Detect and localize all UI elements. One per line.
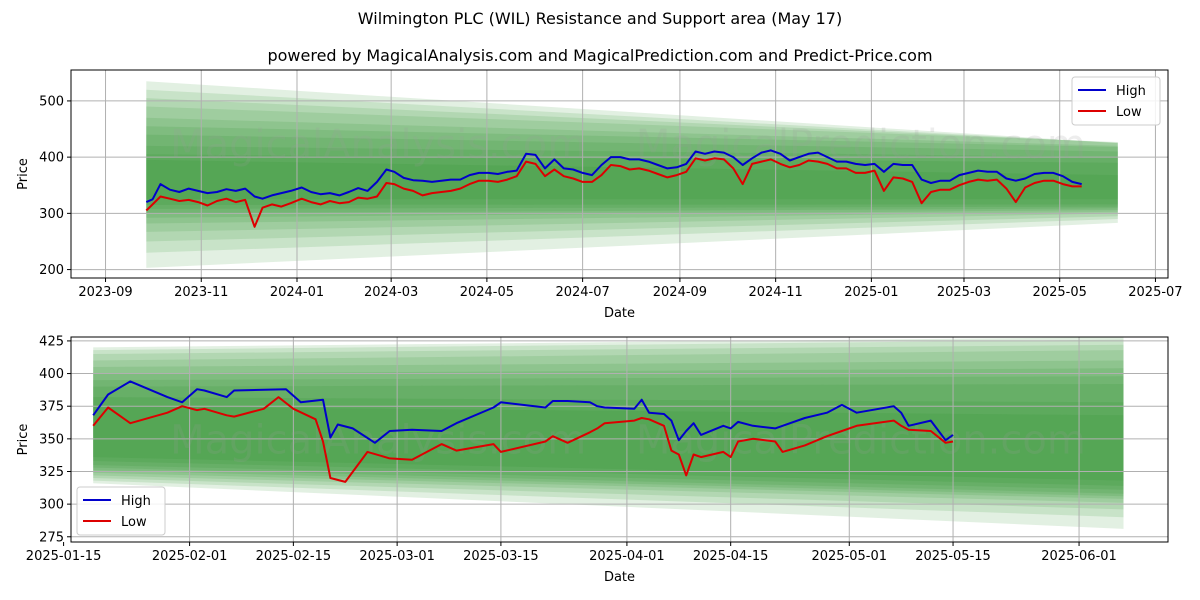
- x-tick-label: 2024-05: [460, 285, 514, 300]
- y-tick-label: 375: [39, 400, 64, 415]
- x-tick-label: 2024-11: [748, 285, 802, 300]
- series-line-high: [145, 149, 1082, 204]
- x-tick-label: 2025-05-15: [915, 549, 991, 564]
- legend-label-low: Low: [1116, 105, 1142, 120]
- x-tick-label: 2025-03-01: [359, 549, 435, 564]
- x-axis-label: Date: [604, 570, 635, 585]
- y-axis-label: Price: [16, 158, 31, 190]
- chart-panel-2: MagicalAnalysis.com MagicalPrediction.com…: [16, 334, 1169, 585]
- series-line-low: [92, 396, 954, 483]
- axes-frame: [70, 69, 1169, 279]
- x-tick-label: 2023-09: [78, 285, 132, 300]
- y-axis-label: Price: [16, 424, 31, 456]
- watermark-analysis: MagicalAnalysis.com: [170, 122, 586, 168]
- y-tick-label: 300: [39, 498, 64, 513]
- legend-label-high: High: [121, 494, 151, 509]
- series-line-low: [145, 157, 1082, 228]
- x-tick-label: 2025-02-01: [152, 549, 228, 564]
- y-tick-label: 400: [39, 367, 64, 382]
- y-tick-label: 425: [39, 334, 64, 349]
- x-tick-label: 2024-09: [653, 285, 707, 300]
- band-5: [93, 360, 1124, 499]
- band-6: [146, 126, 1118, 218]
- y-tick-label: 500: [39, 94, 64, 109]
- x-tick-label: 2025-03: [937, 285, 991, 300]
- legend: High Low: [1071, 76, 1161, 126]
- x-tick-label: 2025-06-01: [1041, 549, 1117, 564]
- band-1: [93, 337, 1124, 529]
- band-9: [93, 397, 1124, 486]
- y-tick-label: 300: [39, 207, 64, 222]
- legend: High Low: [76, 486, 166, 536]
- x-tick-label: 2024-03: [364, 285, 418, 300]
- band-9: [146, 154, 1118, 205]
- band-2: [93, 339, 1124, 518]
- band-8: [146, 145, 1118, 209]
- series-line-high: [92, 380, 954, 444]
- x-tick-label: 2025-01: [844, 285, 898, 300]
- x-tick-label: 2024-07: [555, 285, 609, 300]
- y-tick-label: 325: [39, 465, 64, 480]
- x-axis-label: Date: [604, 306, 635, 321]
- x-tick-label: 2023-11: [174, 285, 228, 300]
- band-6: [93, 368, 1124, 497]
- y-tick-label: 275: [39, 530, 64, 545]
- band-3: [93, 344, 1124, 510]
- band-5: [146, 117, 1118, 224]
- band-4: [93, 350, 1124, 503]
- x-tick-label: 2025-04-01: [589, 549, 665, 564]
- y-tick-label: 350: [39, 432, 64, 447]
- band-7: [146, 134, 1118, 214]
- band-1: [146, 81, 1118, 268]
- band-7: [93, 376, 1124, 494]
- band-2: [146, 89, 1118, 253]
- y-tick-label: 400: [39, 151, 64, 166]
- x-tick-label: 2025-01-15: [26, 549, 102, 564]
- x-tick-label: 2025-05-01: [811, 549, 887, 564]
- x-tick-label: 2024-01: [270, 285, 324, 300]
- x-tick-label: 2025-07: [1128, 285, 1182, 300]
- legend-label-high: High: [1116, 84, 1146, 99]
- x-tick-label: 2025-03-15: [463, 549, 539, 564]
- y-tick-label: 200: [39, 263, 64, 278]
- legend-label-low: Low: [121, 515, 147, 530]
- watermark-prediction: MagicalPrediction.com: [636, 122, 1086, 168]
- chart-subtitle: powered by MagicalAnalysis.com and Magic…: [267, 46, 933, 65]
- x-tick-label: 2025-04-15: [693, 549, 769, 564]
- chart-title: Wilmington PLC (WIL) Resistance and Supp…: [357, 9, 843, 28]
- axes-frame: [70, 336, 1169, 543]
- chart-panel-1: MagicalAnalysis.com MagicalPrediction.com…: [16, 69, 1183, 321]
- x-tick-label: 2025-02-15: [256, 549, 332, 564]
- x-tick-label: 2025-05: [1033, 285, 1087, 300]
